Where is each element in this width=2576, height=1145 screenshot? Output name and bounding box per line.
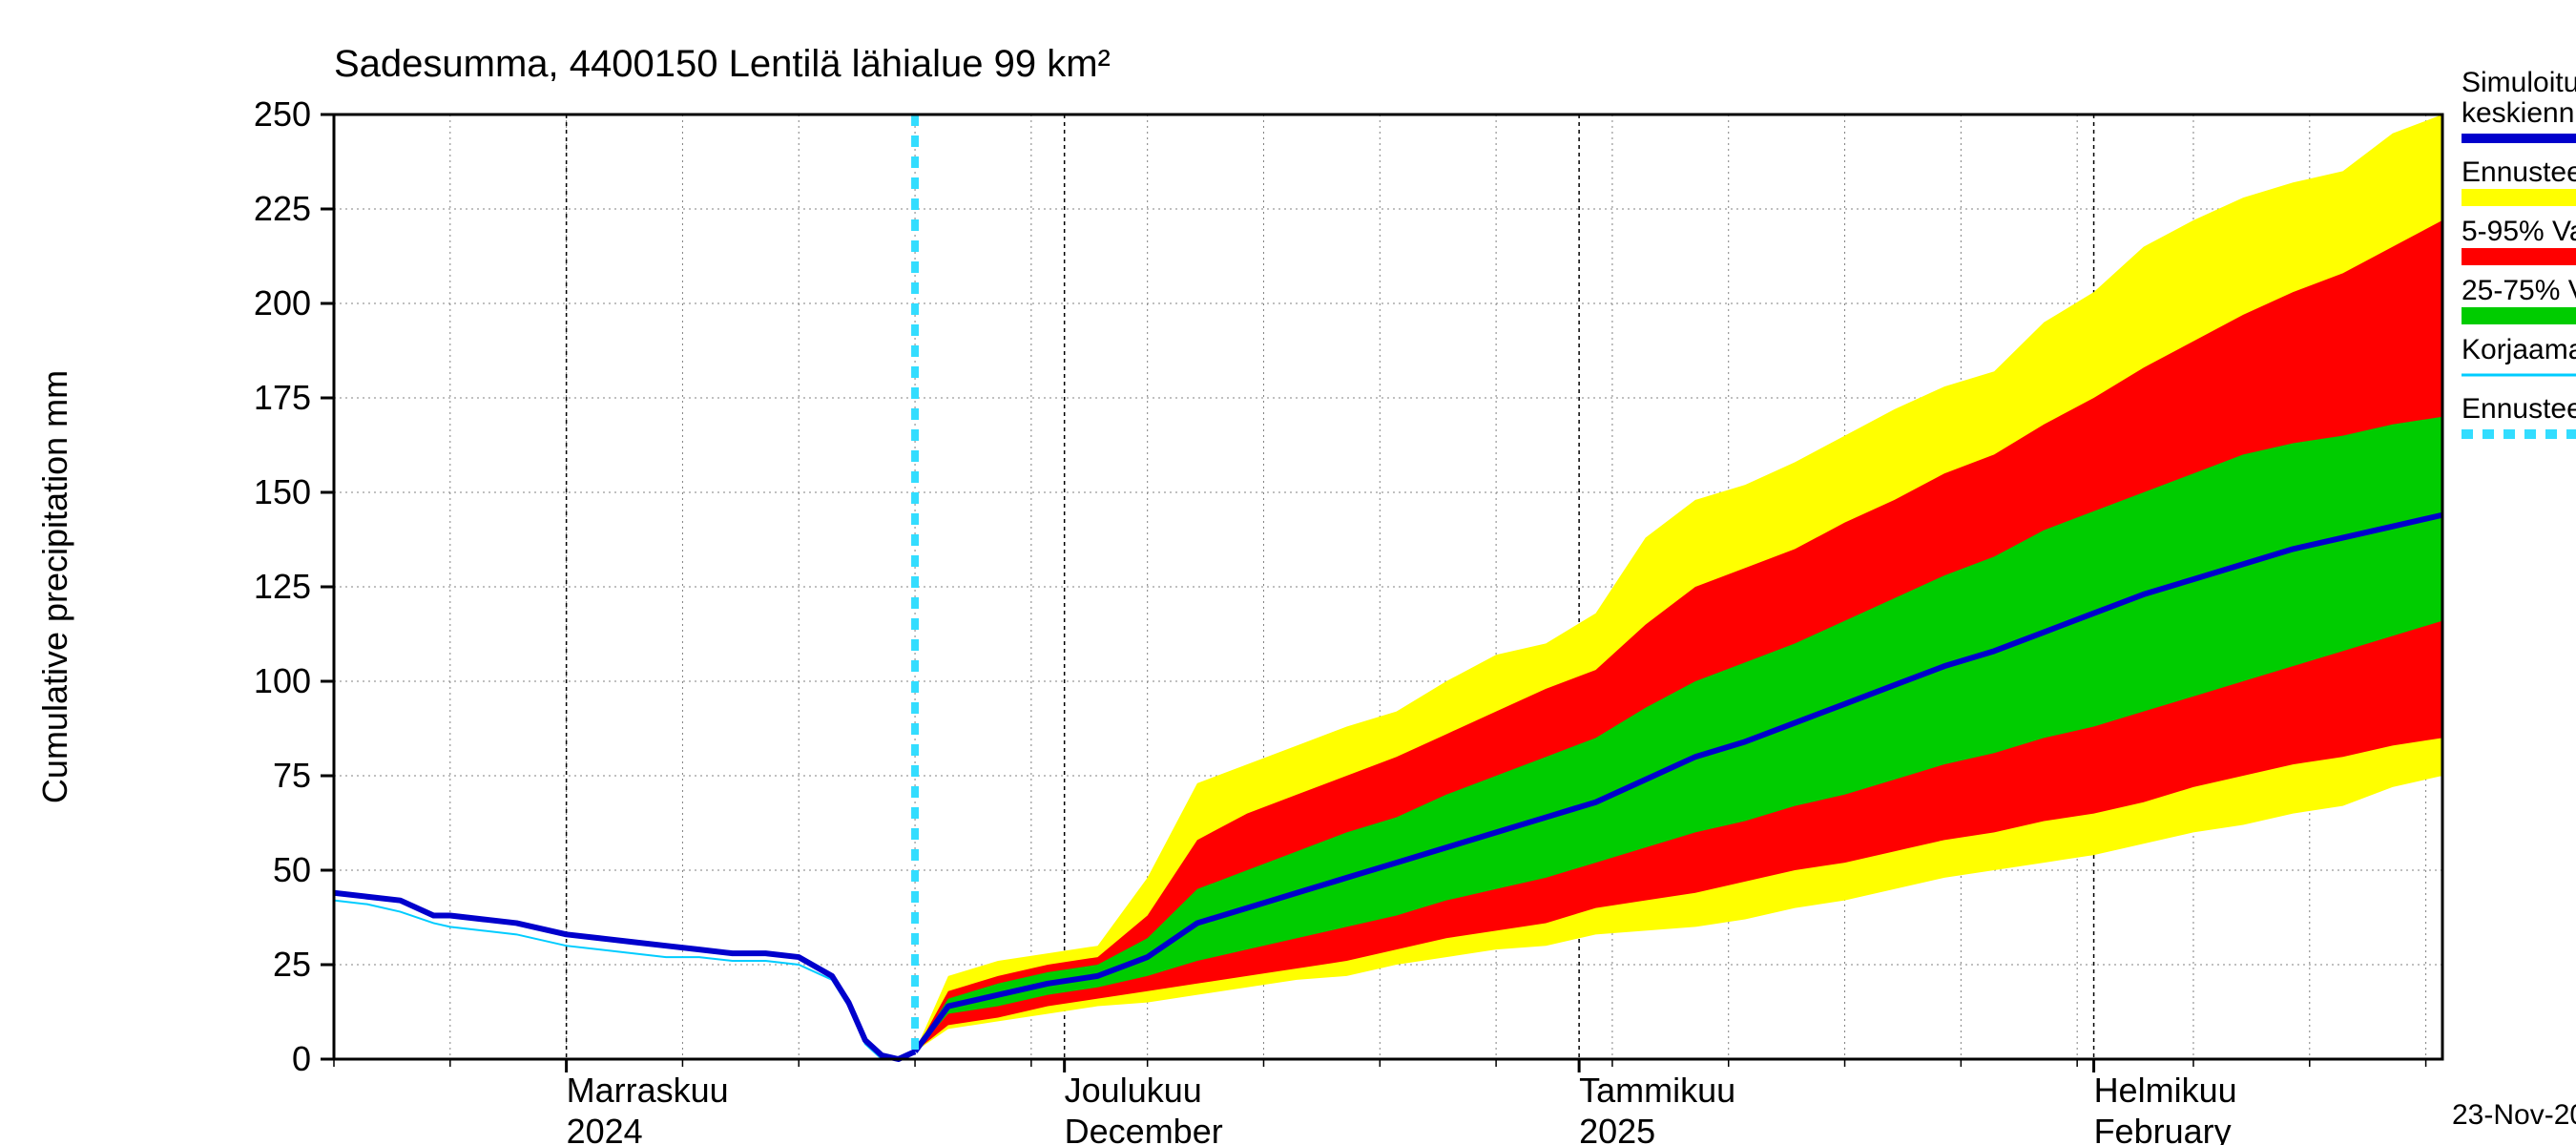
svg-text:25: 25 [273, 945, 311, 984]
svg-text:5-95% Vaihteluväli: 5-95% Vaihteluväli [2462, 216, 2576, 247]
svg-text:175: 175 [254, 378, 311, 417]
svg-text:Tammikuu: Tammikuu [1579, 1071, 1735, 1110]
legend-item: Simuloitu historia jakeskiennuste [2462, 67, 2576, 138]
legend-item: Ennusteen vaihteluväli [2462, 156, 2576, 206]
legend-swatch [2462, 248, 2576, 265]
legend-swatch [2462, 189, 2576, 206]
svg-text:100: 100 [254, 661, 311, 700]
svg-text:150: 150 [254, 472, 311, 511]
svg-text:2024: 2024 [567, 1112, 643, 1145]
svg-text:Helmikuu: Helmikuu [2094, 1071, 2237, 1110]
chart-svg: 0255075100125150175200225250Marraskuu202… [0, 0, 2576, 1145]
svg-text:Ennusteen alku: Ennusteen alku [2462, 393, 2576, 425]
svg-text:25-75% Vaihteluväli: 25-75% Vaihteluväli [2462, 275, 2576, 306]
svg-text:2025: 2025 [1579, 1112, 1655, 1145]
svg-text:Joulukuu: Joulukuu [1065, 1071, 1202, 1110]
svg-text:Ennusteen vaihteluväli: Ennusteen vaihteluväli [2462, 156, 2576, 188]
svg-text:keskiennuste: keskiennuste [2462, 97, 2576, 129]
svg-text:250: 250 [254, 94, 311, 134]
svg-text:50: 50 [273, 850, 311, 889]
svg-text:Korjaamaton: Korjaamaton [2462, 334, 2576, 365]
legend-item: 25-75% Vaihteluväli [2462, 275, 2576, 324]
svg-text:225: 225 [254, 189, 311, 228]
svg-text:February: February [2094, 1112, 2232, 1145]
footer-timestamp: 23-Nov-2024 06:37 WSFS-O [2452, 1099, 2576, 1131]
svg-text:December: December [1065, 1112, 1223, 1145]
chart-container: 0255075100125150175200225250Marraskuu202… [0, 0, 2576, 1145]
chart-title: Sadesumma, 4400150 Lentilä lähialue 99 k… [334, 43, 1111, 85]
legend-item: 5-95% Vaihteluväli [2462, 216, 2576, 265]
legend-swatch [2462, 307, 2576, 324]
svg-text:125: 125 [254, 567, 311, 606]
svg-text:Simuloitu historia ja: Simuloitu historia ja [2462, 67, 2576, 98]
svg-text:Marraskuu: Marraskuu [567, 1071, 729, 1110]
svg-text:75: 75 [273, 756, 311, 795]
svg-text:200: 200 [254, 283, 311, 323]
svg-text:0: 0 [292, 1039, 311, 1078]
y-axis-label: Cumulative precipitation mm [35, 370, 74, 803]
